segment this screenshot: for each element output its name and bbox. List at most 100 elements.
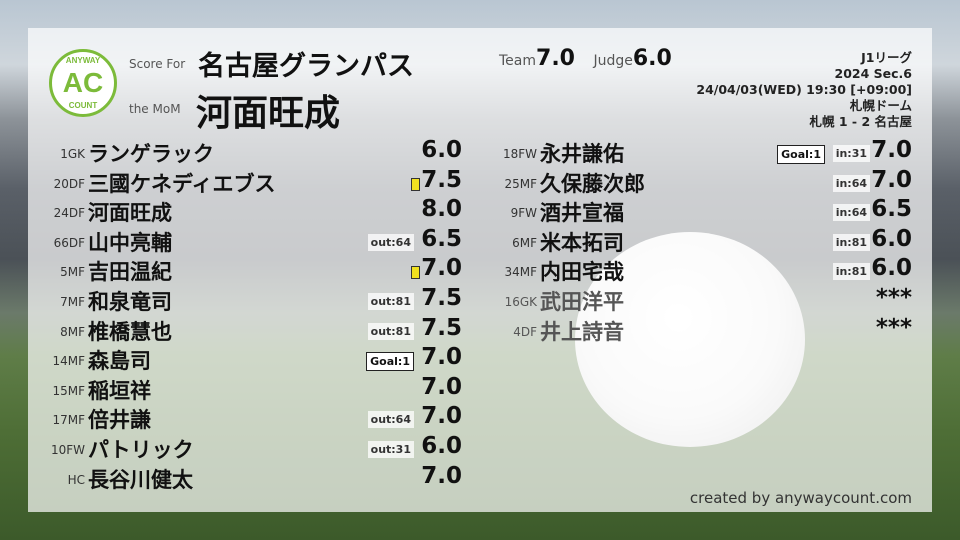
player-name: 椎橋慧也 (88, 319, 172, 344)
player-score: 7.0 (421, 462, 462, 489)
player-number-position: 15MF (52, 383, 85, 398)
section: 2024 Sec.6 (834, 66, 912, 81)
player-number-position: 4DF (513, 324, 537, 339)
player-score: 6.0 (421, 137, 462, 163)
player-name: 永井謙佑 (540, 142, 624, 166)
player-name: 山中亮輔 (88, 230, 172, 255)
mom-label: the MoM (129, 102, 181, 116)
player-row: 9FW 酒井宣福 6.5 in:64 (0, 196, 960, 226)
player-score: *** (875, 314, 912, 341)
goal-tag: Goal:1 (366, 352, 414, 372)
logo-text: AC (62, 67, 104, 98)
team-score-label: Team (499, 53, 537, 69)
player-name: 内田宅哉 (540, 260, 624, 285)
player-name: ランゲラック (88, 142, 214, 166)
player-number-position: 25MF (504, 176, 537, 191)
player-row: 5MF 吉田温紀 7.0 (0, 255, 960, 285)
player-row: 25MF 久保藤次郎 7.0 in:64 (0, 166, 960, 197)
player-number-position: 18FW (502, 147, 537, 161)
player-score: 6.0 (871, 225, 912, 252)
player-name: 稲垣祥 (88, 378, 151, 403)
team-score: 7.0 (536, 46, 575, 71)
player-score: 7.0 (871, 166, 912, 193)
player-row: 15MF 稲垣祥 7.0 (0, 374, 960, 404)
player-number-position: 7MF (60, 295, 85, 309)
player-name: 森島司 (88, 349, 151, 374)
player-number-position: 16GK (504, 295, 537, 309)
player-row: 66DF 山中亮輔 6.5 out:64 (0, 226, 960, 256)
goal-tag: Goal:1 (777, 145, 825, 164)
player-score: 7.0 (421, 403, 462, 430)
substitution-tag: out:64 (367, 233, 414, 251)
substitution-tag: in:31 (832, 145, 870, 162)
player-row: 16GK 武田洋平 *** (0, 285, 960, 315)
logo-text-top: ANYWAY (65, 56, 101, 65)
score-panel (28, 28, 932, 512)
substitution-tag: out:31 (367, 441, 414, 458)
player-score: 7.5 (421, 314, 462, 341)
substitution-tag: in:81 (832, 263, 870, 281)
player-name: 倍井謙 (88, 408, 151, 433)
player-row: 6MF 米本拓司 6.0 in:81 (0, 225, 960, 256)
match-datetime: 24/04/03(WED) 19:30 [+09:00] (696, 82, 912, 97)
substitution-tag: in:81 (832, 233, 870, 251)
player-name: パトリック (88, 438, 194, 462)
substitution-tag: out:64 (367, 411, 414, 429)
player-number-position: 66DF (53, 235, 85, 250)
player-score: 6.0 (421, 433, 462, 459)
player-name: 井上詩音 (540, 319, 624, 344)
overall-scores: Team7.0 Judge6.0 (499, 46, 686, 71)
player-score: 7.5 (421, 285, 462, 311)
player-row: 14MF 森島司 7.0 Goal:1 (0, 344, 960, 374)
player-name: 三國ケネディエブス (88, 171, 276, 196)
judge-score-label: Judge (593, 53, 633, 69)
player-row: 18FW 永井謙佑 7.0 in:31 Goal:1 (0, 137, 960, 167)
player-name: 武田洋平 (540, 290, 624, 314)
player-score: 8.0 (421, 196, 462, 223)
player-row: 4DF 井上詩音 *** (0, 314, 960, 345)
player-number-position: HC (67, 472, 85, 487)
player-row: 34MF 内田宅哉 6.0 in:81 (0, 255, 960, 285)
player-name: 長谷川健太 (88, 467, 193, 492)
player-score: 6.5 (871, 196, 912, 223)
player-row: 1GK ランゲラック 6.0 (0, 137, 960, 167)
player-row: 10FW パトリック 6.0 out:31 (0, 433, 960, 463)
player-number-position: 9FW (510, 206, 537, 221)
player-name: 和泉竜司 (88, 290, 172, 314)
player-score: *** (875, 285, 912, 311)
player-number-position: 6MF (512, 235, 537, 250)
player-number-position: 20DF (53, 176, 85, 191)
yellow-card-icon (411, 266, 420, 280)
score-for-label: Score For (129, 57, 186, 71)
player-number-position: 24DF (53, 206, 85, 221)
player-score: 7.0 (421, 255, 462, 282)
player-number-position: 34MF (504, 265, 537, 280)
player-number-position: 17MF (52, 413, 85, 428)
player-row: 20DF 三國ケネディエブス 7.5 (0, 166, 960, 197)
substitution-tag: out:81 (367, 322, 414, 340)
player-number-position: 10FW (50, 443, 85, 457)
match-info: J1リーグ 2024 Sec.6 24/04/03(WED) 19:30 [+0… (696, 50, 912, 130)
anywaycount-logo: ANYWAY AC COUNT (49, 49, 117, 117)
player-name: 久保藤次郎 (540, 171, 645, 196)
player-name: 米本拓司 (540, 230, 624, 255)
player-row: 17MF 倍井謙 7.0 out:64 (0, 403, 960, 433)
player-row: 7MF 和泉竜司 7.5 out:81 (0, 285, 960, 315)
player-name: 酒井宣福 (540, 201, 624, 226)
player-score: 7.5 (421, 166, 462, 193)
footer-credit: created by anywaycount.com (689, 489, 912, 507)
substitution-tag: in:64 (832, 204, 870, 222)
player-score: 7.0 (421, 344, 462, 371)
player-number-position: 8MF (60, 324, 85, 339)
yellow-card-icon (411, 177, 420, 191)
player-row: 8MF 椎橋慧也 7.5 out:81 (0, 314, 960, 345)
league: J1リーグ (861, 50, 912, 65)
mom-player: 河面旺成 (196, 93, 341, 134)
player-number-position: 1GK (60, 147, 85, 161)
player-number-position: 5MF (60, 265, 85, 280)
venue: 札幌ドーム (849, 98, 912, 113)
player-name: 河面旺成 (88, 201, 172, 226)
judge-score: 6.0 (632, 46, 672, 71)
player-row: 24DF 河面旺成 8.0 (0, 196, 960, 226)
player-score: 7.0 (871, 137, 912, 163)
